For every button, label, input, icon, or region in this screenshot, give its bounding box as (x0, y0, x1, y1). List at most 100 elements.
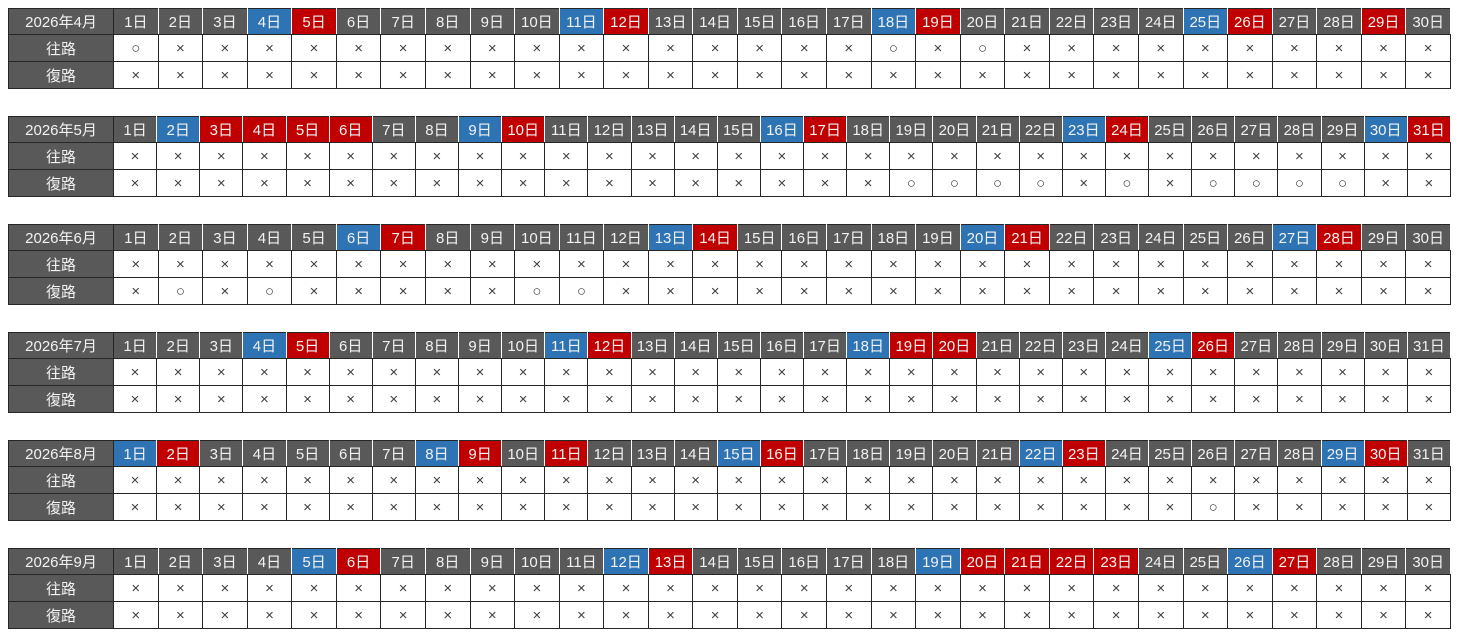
availability-cell: × (1316, 61, 1362, 89)
availability-cell: × (328, 385, 373, 413)
availability-cell: × (1320, 358, 1365, 386)
day-header: 25日 (1182, 548, 1229, 575)
availability-cell: × (202, 601, 248, 629)
availability-cell: × (199, 142, 244, 170)
availability-cell: × (328, 466, 373, 494)
availability-cell: × (1104, 358, 1150, 386)
day-header: 9日 (457, 332, 503, 359)
day-header: 10日 (501, 440, 546, 467)
availability-cell: × (587, 358, 632, 386)
day-header: 20日 (959, 548, 1006, 575)
day-header-row: 2026年5月 1日 2日 3日 4日 5日 6日 7日 8日 9日 10日 11日 12日 13日 14日… (8, 116, 1452, 143)
day-header: 24日 (1137, 224, 1184, 251)
availability-cell: × (544, 493, 589, 521)
day-header: 14日 (692, 8, 738, 35)
availability-cell: × (736, 601, 783, 629)
availability-cell: × (457, 358, 503, 386)
availability-cell: × (501, 358, 546, 386)
day-header: 16日 (781, 8, 827, 35)
availability-cell: × (802, 385, 848, 413)
day-header: 12日 (587, 332, 632, 359)
availability-cell: × (380, 250, 426, 278)
availability-cell: × (202, 574, 248, 602)
day-header: 18日 (846, 116, 891, 143)
availability-cell: ○ (514, 277, 560, 305)
availability-cell: × (328, 169, 373, 197)
availability-cell: × (157, 250, 204, 278)
availability-cell: × (1406, 169, 1452, 197)
availability-cell: × (587, 169, 632, 197)
availability-cell: × (1104, 385, 1150, 413)
day-header: 15日 (736, 224, 783, 251)
day-header: 2日 (156, 440, 201, 467)
availability-cell: × (915, 34, 961, 62)
availability-cell: × (113, 601, 159, 629)
outbound-row: 往路 × × × × × × × × × × × × × × × × × × × × × × × × × × × × × × × (8, 142, 1452, 170)
availability-cell: ○ (889, 169, 934, 197)
day-header: 12日 (587, 440, 632, 467)
day-header: 31日 (1406, 332, 1452, 359)
availability-cell: ○ (558, 277, 605, 305)
availability-cell: × (716, 466, 761, 494)
availability-cell: × (1271, 574, 1318, 602)
day-header: 17日 (802, 332, 848, 359)
availability-cell: × (202, 34, 248, 62)
availability-cell: × (469, 574, 516, 602)
day-header: 15日 (716, 332, 761, 359)
availability-cell: × (1004, 277, 1050, 305)
availability-cell: × (1227, 61, 1273, 89)
availability-cell: × (335, 574, 382, 602)
day-header: 12日 (587, 116, 632, 143)
availability-cell: ○ (1320, 169, 1365, 197)
inbound-row-label: 復路 (8, 169, 114, 197)
availability-cell: × (424, 34, 471, 62)
availability-cell: × (716, 358, 761, 386)
availability-cell: × (587, 493, 632, 521)
availability-cell: × (1316, 277, 1362, 305)
outbound-row-label: 往路 (8, 34, 114, 62)
availability-cell: × (291, 34, 337, 62)
availability-cell: × (781, 601, 827, 629)
day-header: 30日 (1363, 332, 1408, 359)
availability-cell: × (380, 277, 426, 305)
day-header: 24日 (1137, 548, 1184, 575)
availability-cell: × (959, 601, 1006, 629)
day-header: 11日 (544, 116, 589, 143)
availability-cell: × (889, 466, 934, 494)
day-header: 19日 (915, 548, 961, 575)
availability-cell: × (371, 385, 416, 413)
inbound-row: 復路 × × × × × × × × × × × × × × × × × × × × × × × × × × × × × × (8, 61, 1451, 89)
availability-cell: × (1048, 61, 1095, 89)
availability-cell: × (716, 385, 761, 413)
availability-cell: × (285, 493, 330, 521)
availability-cell: × (959, 277, 1006, 305)
day-header: 28日 (1277, 116, 1322, 143)
availability-cell: × (1093, 277, 1139, 305)
availability-cell: × (673, 493, 718, 521)
day-header: 6日 (328, 332, 373, 359)
availability-cell: × (335, 277, 382, 305)
availability-cell: × (1018, 493, 1063, 521)
day-header: 2日 (157, 224, 204, 251)
availability-cell: × (1271, 601, 1318, 629)
availability-cell: × (932, 385, 977, 413)
day-header: 15日 (716, 116, 761, 143)
availability-cell: × (113, 61, 159, 89)
inbound-row: 復路 × × × × × × × × × × × × × × × × × × × × × × × × × × × × × × × (8, 385, 1452, 413)
day-header: 11日 (558, 548, 605, 575)
day-header: 17日 (826, 224, 872, 251)
availability-cell: × (414, 385, 460, 413)
availability-cell: × (1405, 250, 1451, 278)
availability-cell: × (1137, 574, 1184, 602)
availability-cell: × (1191, 358, 1236, 386)
day-header: 18日 (846, 440, 891, 467)
day-header-row: 2026年7月 1日 2日 3日 4日 5日 6日 7日 8日 9日 10日 11日 12日 13日 14日… (8, 332, 1452, 359)
availability-cell: × (915, 574, 961, 602)
day-header: 16日 (759, 440, 805, 467)
availability-cell: × (915, 61, 961, 89)
availability-cell: × (1182, 574, 1229, 602)
availability-cell: × (1227, 277, 1273, 305)
availability-cell: × (1234, 385, 1279, 413)
availability-cell: × (826, 601, 872, 629)
availability-cell: × (335, 250, 382, 278)
